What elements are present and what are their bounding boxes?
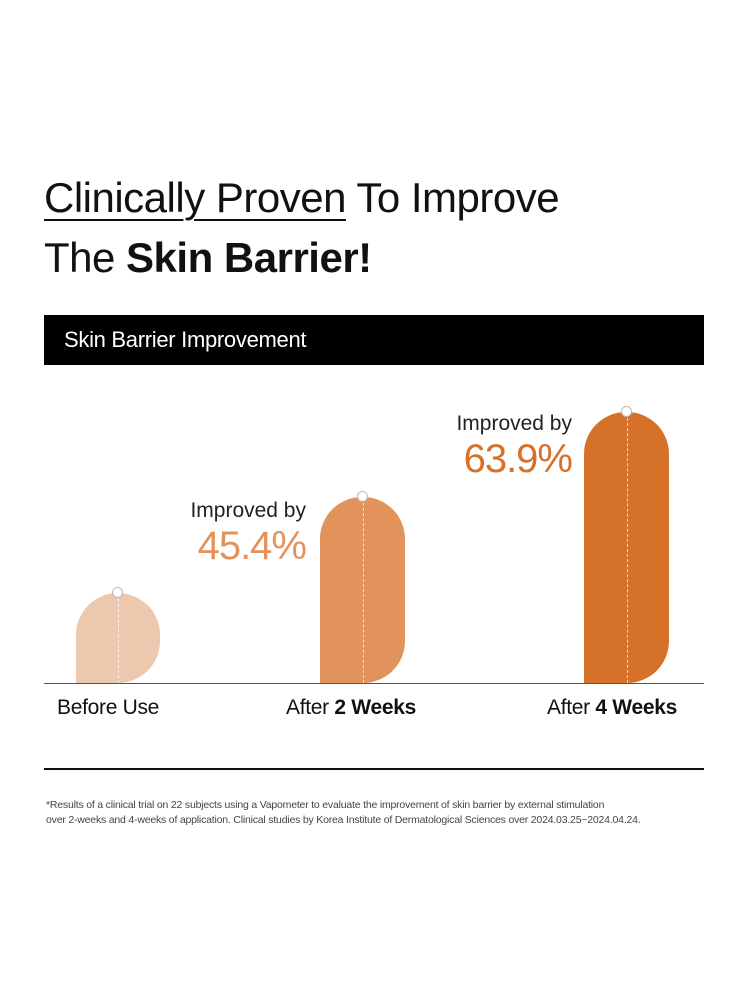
bar-center-dash xyxy=(626,418,628,683)
x-label-prefix: After xyxy=(547,696,596,719)
x-label-2-weeks: After 2 Weeks xyxy=(286,696,416,720)
title-line1-rest: To Improve xyxy=(345,174,560,221)
improved-value: 63.9% xyxy=(463,437,573,481)
x-axis-baseline xyxy=(44,683,704,684)
footnote-line-2: over 2-weeks and 4-weeks of application.… xyxy=(46,814,641,826)
x-label-bold: 4 Weeks xyxy=(595,696,677,719)
annotation-2-weeks: Improved by 45.4% xyxy=(150,498,307,568)
footnote-line-1: *Results of a clinical trial on 22 subje… xyxy=(46,799,605,811)
chart-title: Skin Barrier Improvement xyxy=(64,327,307,352)
x-label-before-use: Before Use xyxy=(57,696,159,720)
footnote: *Results of a clinical trial on 22 subje… xyxy=(46,798,641,828)
page-title: Clinically Proven To Improve The Skin Ba… xyxy=(44,168,560,288)
chart-banner: Skin Barrier Improvement xyxy=(44,315,704,365)
annotation-4-weeks: Improved by 63.9% xyxy=(412,411,573,481)
x-label-text: Before Use xyxy=(57,696,160,719)
bar-after-2-weeks xyxy=(320,491,405,683)
title-line2-bold: Skin Barrier! xyxy=(126,234,372,281)
bar-before-use xyxy=(76,587,160,683)
x-label-4-weeks: After 4 Weeks xyxy=(547,696,677,720)
x-label-prefix: After xyxy=(286,696,335,719)
bar-center-dash xyxy=(362,503,364,683)
divider xyxy=(44,768,704,770)
x-label-bold: 2 Weeks xyxy=(334,696,416,719)
improved-label: Improved by xyxy=(456,412,572,435)
title-underlined: Clinically Proven xyxy=(44,174,346,221)
bar-after-4-weeks xyxy=(584,406,669,683)
bar-top-marker xyxy=(112,587,123,598)
bar-top-marker xyxy=(356,491,368,502)
bar-center-dash xyxy=(118,599,119,683)
improved-label: Improved by xyxy=(190,499,306,522)
improved-value: 45.4% xyxy=(197,524,307,568)
bar-top-marker xyxy=(620,406,632,417)
title-line2-prefix: The xyxy=(44,234,127,281)
